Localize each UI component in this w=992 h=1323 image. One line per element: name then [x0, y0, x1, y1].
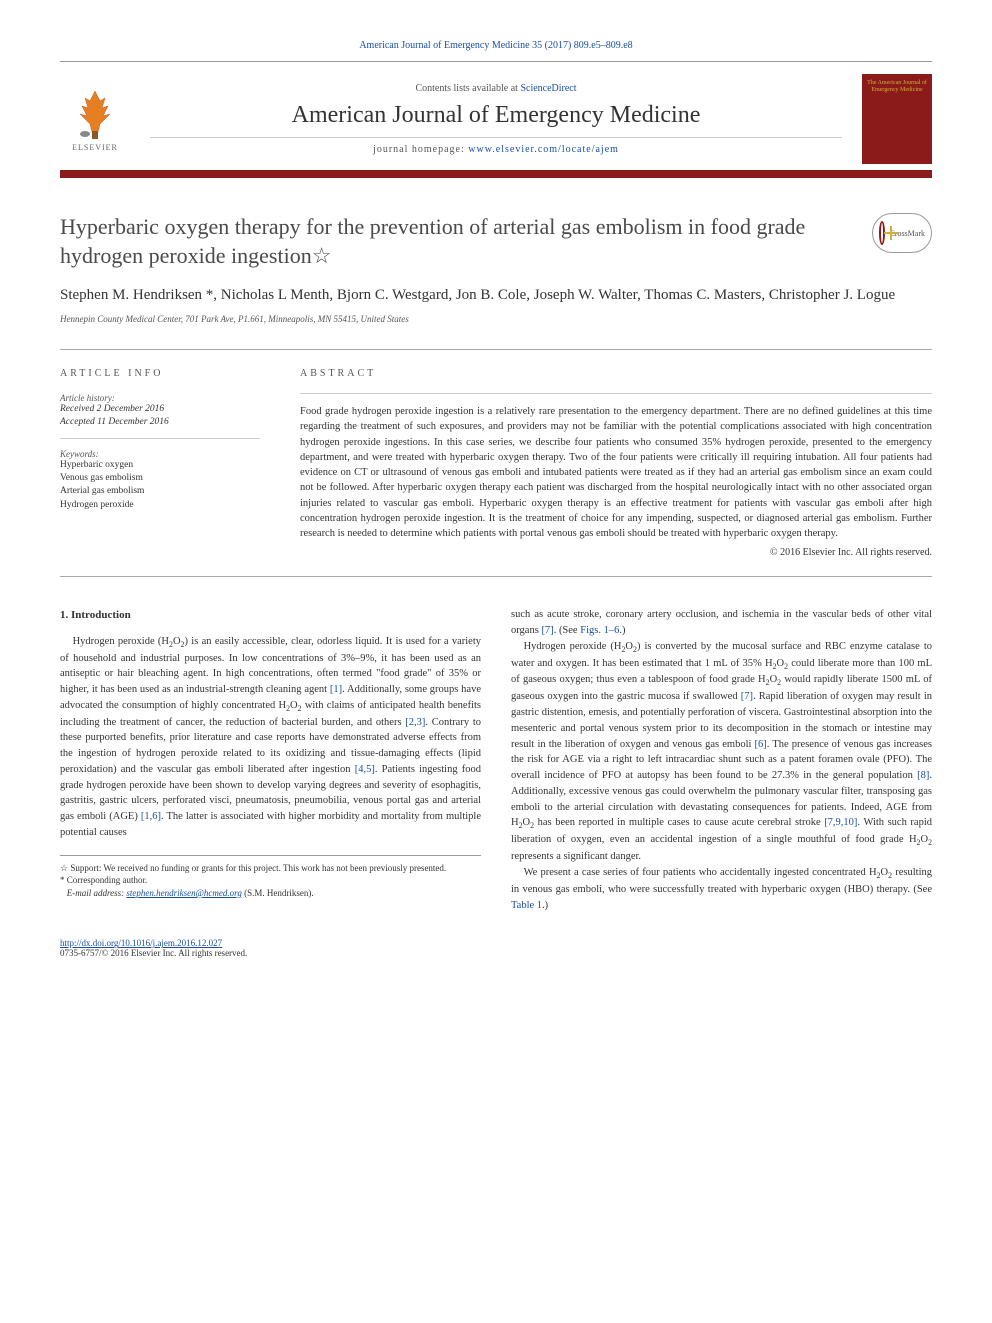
keyword: Hyperbaric oxygen [60, 459, 260, 472]
keywords-block: Keywords: Hyperbaric oxygen Venous gas e… [60, 449, 260, 512]
elsevier-logo: ELSEVIER [60, 79, 130, 159]
accepted-date: Accepted 11 December 2016 [60, 416, 260, 429]
keyword: Venous gas embolism [60, 472, 260, 485]
ref-link[interactable]: [7,9,10] [824, 817, 857, 828]
affiliation: Hennepin County Medical Center, 701 Park… [60, 314, 932, 324]
keyword: Arterial gas embolism [60, 485, 260, 498]
journal-name: American Journal of Emergency Medicine [150, 102, 842, 129]
ref-link[interactable]: [7] [541, 625, 553, 636]
article-history: Article history: Received 2 December 201… [60, 393, 260, 439]
ref-link[interactable]: [2,3] [405, 717, 425, 728]
ref-link[interactable]: [6] [755, 739, 767, 750]
top-citation: American Journal of Emergency Medicine 3… [60, 40, 932, 51]
ref-link[interactable]: [8] [917, 770, 929, 781]
ref-link[interactable]: [1] [330, 684, 342, 695]
col2-paragraph-3: We present a case series of four patient… [511, 865, 932, 913]
info-abstract-row: ARTICLE INFO Article history: Received 2… [60, 349, 932, 577]
doi-link[interactable]: http://dx.doi.org/10.1016/j.ajem.2016.12… [60, 938, 222, 948]
left-column: 1. Introduction Hydrogen peroxide (H2O2)… [60, 607, 481, 913]
journal-homepage: journal homepage: www.elsevier.com/locat… [150, 137, 842, 155]
crossmark-badge[interactable]: CrossMark [872, 213, 932, 253]
title-block: Hyperbaric oxygen therapy for the preven… [60, 213, 932, 270]
ref-link[interactable]: [4,5] [355, 764, 375, 775]
homepage-prefix: journal homepage: [373, 144, 468, 155]
bottom-block: http://dx.doi.org/10.1016/j.ajem.2016.12… [60, 938, 932, 958]
support-footnote: ☆ Support: We received no funding or gra… [60, 862, 481, 875]
journal-cover-thumbnail: The American Journal of Emergency Medici… [862, 74, 932, 164]
article-title: Hyperbaric oxygen therapy for the preven… [60, 213, 852, 270]
contents-prefix: Contents lists available at [415, 83, 520, 94]
ref-link[interactable]: [7] [741, 691, 753, 702]
elsevier-label: ELSEVIER [72, 143, 118, 152]
abstract-label: ABSTRACT [300, 368, 932, 379]
col2-paragraph-2: Hydrogen peroxide (H2O2) is converted by… [511, 639, 932, 865]
history-label: Article history: [60, 393, 260, 403]
cover-text: The American Journal of Emergency Medici… [865, 80, 929, 94]
article-info: ARTICLE INFO Article history: Received 2… [60, 368, 260, 558]
issn-copyright: 0735-6757/© 2016 Elsevier Inc. All right… [60, 948, 932, 958]
sciencedirect-link[interactable]: ScienceDirect [520, 83, 576, 94]
intro-paragraph-1: Hydrogen peroxide (H2O2) is an easily ac… [60, 634, 481, 841]
elsevier-tree-icon [70, 86, 120, 141]
keywords-label: Keywords: [60, 449, 260, 459]
received-date: Received 2 December 2016 [60, 403, 260, 416]
keyword: Hydrogen peroxide [60, 499, 260, 512]
email-link[interactable]: stephen.hendriksen@hcmed.org [126, 888, 241, 898]
header-center: Contents lists available at ScienceDirec… [150, 83, 842, 155]
ref-link[interactable]: [1,6] [141, 811, 161, 822]
authors: Stephen M. Hendriksen *, Nicholas L Ment… [60, 285, 932, 306]
table-link[interactable]: Table 1 [511, 900, 542, 911]
col2-continuation: such as acute stroke, coronary artery oc… [511, 607, 932, 639]
body-columns: 1. Introduction Hydrogen peroxide (H2O2)… [60, 607, 932, 913]
journal-header: ELSEVIER Contents lists available at Sci… [60, 61, 932, 178]
contents-available: Contents lists available at ScienceDirec… [150, 83, 842, 94]
email-footnote: E-mail address: stephen.hendriksen@hcmed… [60, 887, 481, 900]
figs-link[interactable]: Figs. 1–6 [580, 625, 619, 636]
abstract-text: Food grade hydrogen peroxide ingestion i… [300, 393, 932, 541]
right-column: such as acute stroke, coronary artery oc… [511, 607, 932, 913]
crossmark-icon [879, 221, 885, 245]
abstract-column: ABSTRACT Food grade hydrogen peroxide in… [300, 368, 932, 558]
article-info-label: ARTICLE INFO [60, 368, 260, 379]
footnotes: ☆ Support: We received no funding or gra… [60, 855, 481, 900]
abstract-copyright: © 2016 Elsevier Inc. All rights reserved… [300, 547, 932, 558]
homepage-link[interactable]: www.elsevier.com/locate/ajem [468, 144, 619, 155]
intro-heading: 1. Introduction [60, 607, 481, 624]
corresponding-footnote: * Corresponding author. [60, 874, 481, 887]
